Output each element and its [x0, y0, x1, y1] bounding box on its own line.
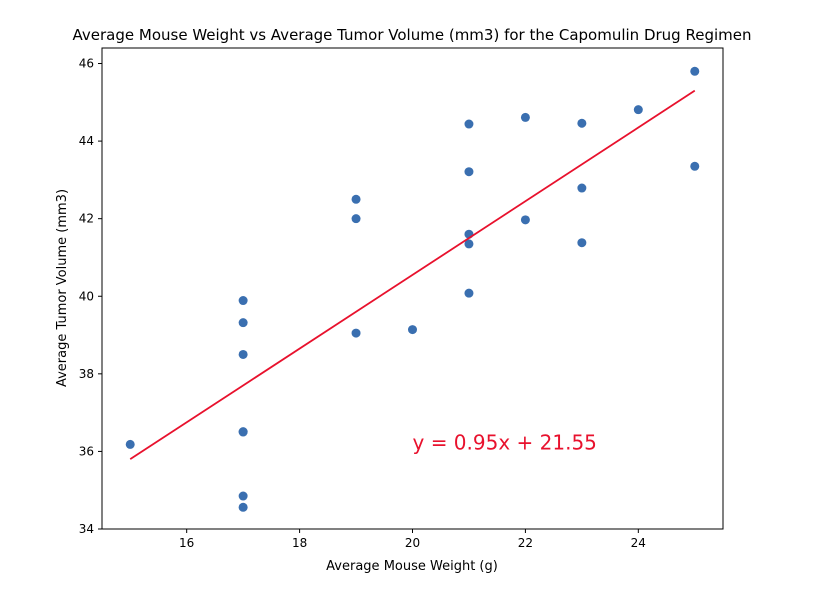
y-tick-label: 46 — [79, 57, 94, 71]
data-point — [238, 296, 248, 306]
x-tick-label: 22 — [518, 536, 533, 550]
y-tick-label: 38 — [79, 367, 94, 381]
x-axis: 16 18 20 22 24 — [179, 529, 646, 550]
data-point — [351, 214, 361, 224]
data-point — [633, 105, 643, 115]
data-point — [351, 328, 361, 338]
data-point — [238, 318, 248, 328]
data-point — [238, 349, 248, 359]
x-axis-label: Average Mouse Weight (g) — [326, 559, 498, 574]
x-tick-label: 20 — [405, 536, 420, 550]
data-points — [125, 66, 700, 512]
y-axis-label: Average Tumor Volume (mm3) — [55, 189, 70, 387]
data-point — [464, 167, 474, 177]
data-point — [577, 238, 587, 248]
y-tick-label: 40 — [79, 289, 94, 303]
data-point — [690, 66, 700, 76]
plot-area-frame — [101, 47, 724, 530]
data-point — [690, 161, 700, 171]
chart-title: Average Mouse Weight vs Average Tumor Vo… — [73, 26, 752, 44]
data-point — [238, 491, 248, 501]
data-point — [125, 439, 135, 449]
x-tick-label: 18 — [292, 536, 307, 550]
data-point — [520, 112, 530, 122]
y-tick-label: 44 — [79, 134, 94, 148]
data-point — [464, 239, 474, 249]
y-tick-label: 34 — [79, 522, 94, 536]
x-tick-label: 16 — [179, 536, 194, 550]
regression-line-group — [129, 89, 696, 460]
regression-line — [129, 89, 696, 460]
data-point — [238, 502, 248, 512]
y-axis: 34 36 38 40 42 44 46 — [79, 57, 102, 536]
data-point — [577, 183, 587, 193]
y-tick-label: 42 — [79, 212, 94, 226]
data-point — [351, 194, 361, 204]
data-point — [238, 427, 248, 437]
data-point — [408, 325, 417, 335]
data-point — [520, 215, 530, 225]
x-tick-label: 24 — [631, 536, 646, 550]
data-point — [464, 288, 474, 298]
data-point — [464, 119, 474, 129]
data-point — [577, 118, 587, 128]
y-tick-label: 36 — [79, 444, 94, 458]
regression-equation: y = 0.95x + 21.55 — [413, 430, 597, 454]
